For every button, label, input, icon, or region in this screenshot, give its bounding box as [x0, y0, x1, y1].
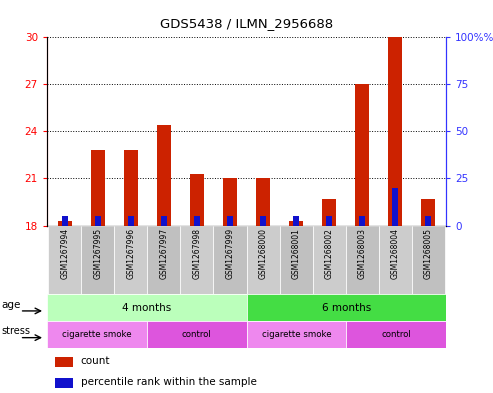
Bar: [421, 199, 435, 226]
Text: control: control: [382, 330, 411, 339]
Bar: [246, 226, 280, 294]
Bar: [95, 216, 101, 226]
Text: GDS5438 / ILMN_2956688: GDS5438 / ILMN_2956688: [160, 17, 333, 29]
Bar: [62, 216, 68, 226]
Text: stress: stress: [1, 326, 30, 336]
Bar: [47, 321, 147, 348]
Bar: [346, 321, 446, 348]
Text: GSM1268004: GSM1268004: [390, 228, 399, 279]
Bar: [124, 150, 139, 226]
Bar: [91, 150, 106, 226]
Bar: [48, 226, 81, 294]
Bar: [161, 216, 167, 226]
Text: age: age: [1, 299, 20, 310]
Bar: [346, 226, 379, 294]
Text: cigarette smoke: cigarette smoke: [262, 330, 331, 339]
Text: count: count: [81, 356, 110, 366]
Bar: [246, 321, 346, 348]
Bar: [55, 378, 73, 387]
Text: GSM1267999: GSM1267999: [225, 228, 235, 279]
Text: 4 months: 4 months: [122, 303, 171, 313]
Bar: [387, 37, 402, 226]
Text: cigarette smoke: cigarette smoke: [62, 330, 132, 339]
Bar: [246, 294, 446, 321]
Text: GSM1267996: GSM1267996: [127, 228, 136, 279]
Bar: [354, 84, 369, 226]
Bar: [255, 178, 271, 226]
Bar: [326, 216, 332, 226]
Bar: [58, 221, 72, 226]
Bar: [194, 216, 200, 226]
Bar: [114, 226, 147, 294]
Bar: [288, 221, 303, 226]
Text: GSM1267997: GSM1267997: [160, 228, 169, 279]
Bar: [147, 321, 246, 348]
Text: GSM1268005: GSM1268005: [423, 228, 432, 279]
Bar: [213, 226, 246, 294]
Bar: [260, 216, 266, 226]
Text: GSM1267994: GSM1267994: [61, 228, 70, 279]
Text: GSM1267995: GSM1267995: [94, 228, 103, 279]
Bar: [293, 216, 299, 226]
Bar: [147, 226, 180, 294]
Bar: [392, 188, 398, 226]
Text: percentile rank within the sample: percentile rank within the sample: [81, 377, 257, 387]
Bar: [180, 226, 213, 294]
Bar: [313, 226, 346, 294]
Bar: [280, 226, 313, 294]
Text: GSM1268003: GSM1268003: [357, 228, 366, 279]
Bar: [157, 125, 172, 226]
Bar: [190, 174, 205, 226]
Text: 6 months: 6 months: [322, 303, 371, 313]
Bar: [379, 226, 412, 294]
Bar: [128, 216, 134, 226]
Bar: [222, 178, 238, 226]
Text: control: control: [182, 330, 211, 339]
Bar: [359, 216, 365, 226]
Text: GSM1268002: GSM1268002: [324, 228, 333, 279]
Bar: [81, 226, 114, 294]
Text: GSM1268001: GSM1268001: [291, 228, 301, 279]
Bar: [55, 357, 73, 367]
Text: GSM1267998: GSM1267998: [192, 228, 202, 279]
Bar: [321, 199, 336, 226]
Bar: [412, 226, 445, 294]
Bar: [47, 294, 247, 321]
Bar: [227, 216, 233, 226]
Text: GSM1268000: GSM1268000: [258, 228, 268, 279]
Bar: [425, 216, 431, 226]
